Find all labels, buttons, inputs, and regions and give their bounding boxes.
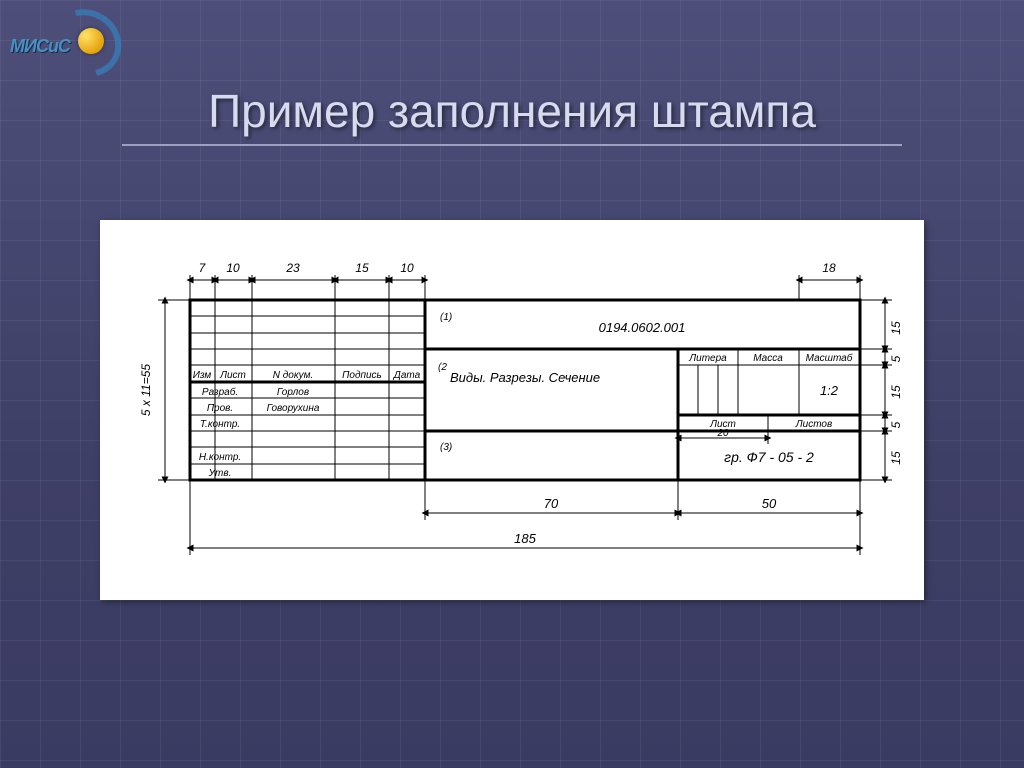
cell-1-marker: (1)	[440, 312, 452, 323]
utv: Утв.	[208, 468, 232, 479]
doc-number: 0194.0602.001	[599, 320, 686, 335]
dim-23: 23	[285, 261, 300, 275]
nk: Н.контр.	[199, 452, 241, 463]
rdim-15b: 15	[889, 385, 903, 399]
razrab: Разраб.	[202, 386, 238, 398]
dims-top: 7 10 23 15 10 18	[190, 261, 860, 300]
gorlov: Горлов	[277, 387, 309, 398]
title-underline	[122, 144, 902, 146]
dims-left: 5 x 11=55	[139, 300, 190, 480]
slide-title-text: Пример заполнения штампа	[208, 85, 816, 137]
hdr-data: Дата	[393, 370, 421, 381]
tk: Т.контр.	[200, 419, 240, 430]
title-block: (1) 0194.0602.001 (2 Виды. Разрезы. Сече…	[190, 300, 860, 480]
scale: 1:2	[820, 383, 839, 398]
logo: МИСиС	[10, 6, 120, 70]
dim-20: 20	[716, 428, 729, 439]
left-eq: 5 x 11=55	[139, 364, 153, 416]
dim-15a: 15	[355, 261, 369, 275]
govor: Говорухина	[267, 403, 320, 414]
hdr-podp: Подпись	[342, 370, 382, 381]
rdim-5b: 5	[889, 421, 903, 428]
hdr-mashtab: Масштаб	[806, 352, 853, 364]
logo-text: МИСиС	[10, 36, 70, 57]
hdr-ndok: N докум.	[273, 370, 313, 381]
dim-18: 18	[822, 261, 836, 275]
hdr-list2: Лист	[219, 370, 246, 381]
dim-10b: 10	[400, 261, 414, 275]
cell-3-marker: (3)	[440, 442, 452, 453]
hdr-massa: Масса	[753, 353, 783, 364]
hdr-izm: Изм	[193, 370, 212, 381]
hdr-listov: Листов	[795, 419, 832, 430]
dim-70: 70	[544, 496, 559, 511]
dims-right: 15 5 15 5 15	[860, 300, 903, 480]
dim-10a: 10	[226, 261, 240, 275]
hdr-litera: Литера	[688, 353, 727, 364]
stamp-diagram: (1) 0194.0602.001 (2 Виды. Разрезы. Сече…	[100, 220, 924, 600]
dim-7: 7	[199, 261, 207, 275]
logo-ball	[78, 28, 104, 54]
rdim-15c: 15	[889, 451, 903, 465]
dim-50: 50	[762, 496, 777, 511]
rdim-5a: 5	[889, 355, 903, 362]
prov: Пров.	[207, 403, 233, 414]
group: гр. Ф7 - 05 - 2	[724, 449, 814, 465]
slide-title: Пример заполнения штампа	[0, 84, 1024, 146]
subtitle: Виды. Разрезы. Сечение	[450, 370, 600, 385]
dim-185: 185	[514, 531, 536, 546]
cell-2-marker: (2	[438, 362, 447, 373]
rdim-15a: 15	[889, 321, 903, 335]
stamp-svg: (1) 0194.0602.001 (2 Виды. Разрезы. Сече…	[100, 220, 924, 600]
